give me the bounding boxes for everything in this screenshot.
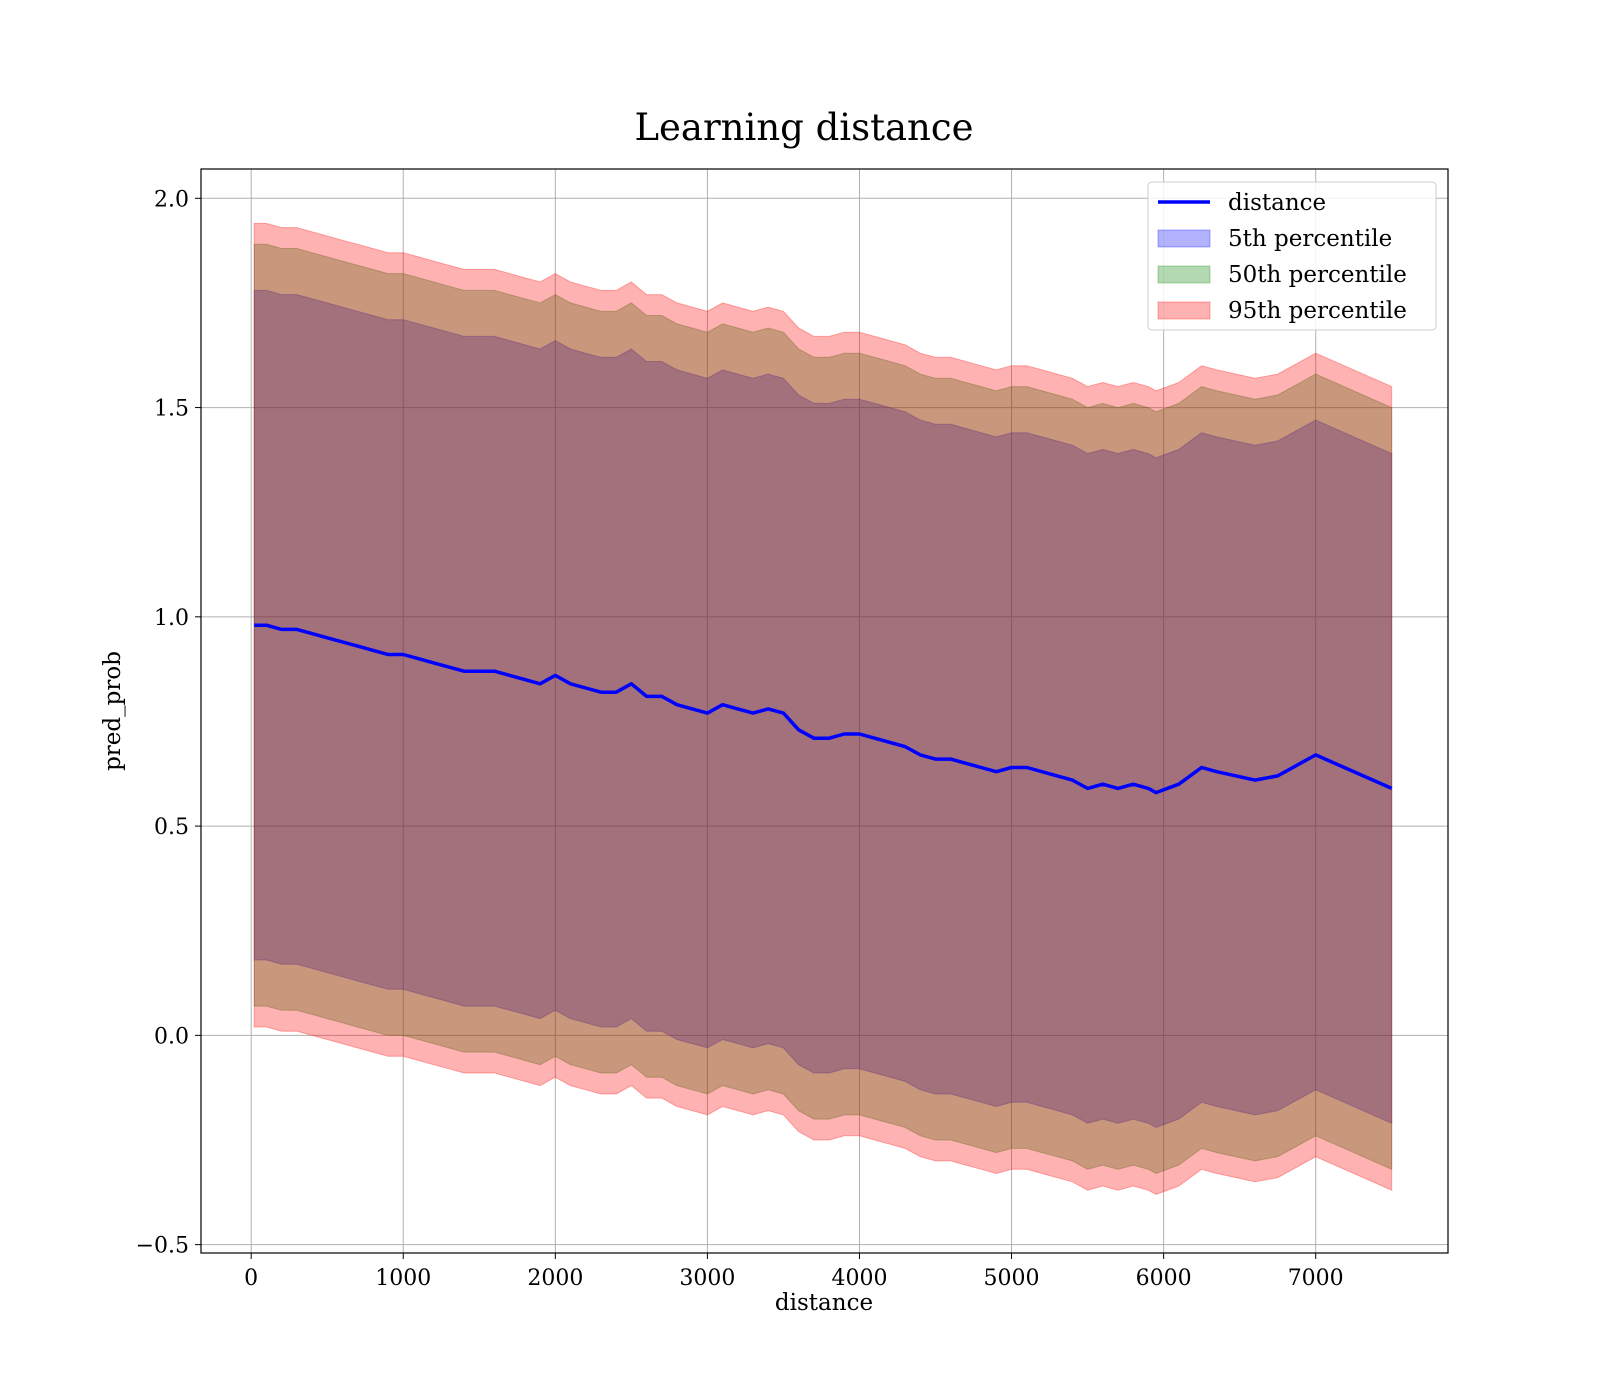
x-tick-label: 6000 — [1136, 1266, 1192, 1291]
x-tick-label: 7000 — [1288, 1266, 1344, 1291]
band-50th-percentile — [253, 243, 1393, 1175]
line-layer — [254, 623, 1393, 795]
x-tick-label: 5000 — [984, 1266, 1040, 1291]
y-tick-label: 2.0 — [154, 187, 189, 212]
x-tick-label: 1000 — [375, 1266, 431, 1291]
x-tick-label: 3000 — [679, 1266, 735, 1291]
legend-label: 95th percentile — [1228, 298, 1407, 324]
x-tick-label: 0 — [244, 1266, 258, 1291]
legend: distance 5th percentile 50th percentile 95t… — [1147, 181, 1437, 331]
chart-title: Learning distance — [634, 106, 973, 149]
plot-frame — [200, 168, 1449, 1254]
legend-swatch — [1157, 229, 1211, 248]
y-tick-label: 0.0 — [154, 1024, 189, 1049]
y-tick-label: 1.5 — [154, 397, 189, 422]
band-95th-percentile — [253, 222, 1393, 1195]
tick-layer: 0 1000 2000 3000 4000 5000 6000 7000 −0.5 0.0 0.5 1… — [136, 187, 1344, 1291]
y-tick-label: 1.0 — [154, 606, 189, 631]
band-layer — [253, 222, 1393, 1195]
x-tick-label: 2000 — [527, 1266, 583, 1291]
y-axis-label: pred_prob — [100, 651, 126, 771]
legend-swatch — [1157, 301, 1211, 320]
x-axis-label: distance — [775, 1290, 873, 1316]
legend-box — [1147, 181, 1437, 331]
y-tick-label: 0.5 — [154, 815, 189, 840]
band-5th-percentile — [253, 289, 1393, 1128]
y-tick-label: −0.5 — [136, 1234, 189, 1259]
distance-line — [254, 623, 1393, 795]
legend-label: 50th percentile — [1228, 262, 1407, 288]
legend-label: 5th percentile — [1228, 226, 1392, 252]
legend-swatch — [1157, 265, 1211, 284]
x-tick-label: 4000 — [831, 1266, 887, 1291]
legend-label: distance — [1228, 190, 1326, 216]
